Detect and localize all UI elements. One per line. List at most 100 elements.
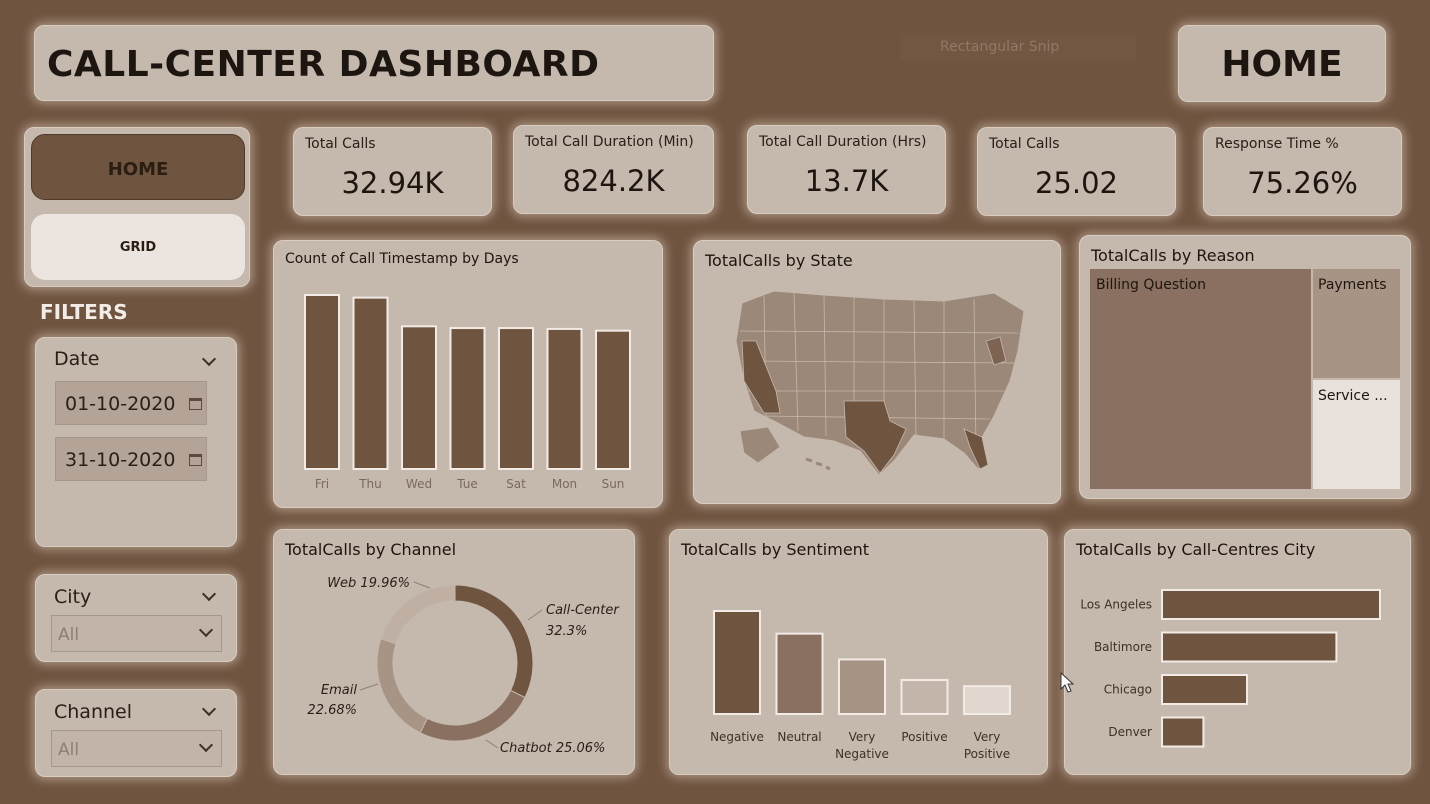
leader-line — [485, 739, 499, 749]
treemap-tile-billing[interactable]: Billing Question — [1090, 269, 1311, 489]
chart-title: TotalCalls by Reason — [1091, 246, 1255, 265]
channel-donut-card: TotalCalls by Channel Call-Center 32.3% Ch… — [273, 529, 635, 775]
donut-slice[interactable] — [376, 638, 429, 734]
calendar-icon[interactable] — [189, 454, 202, 466]
bar[interactable] — [595, 329, 631, 470]
tick-label: Neutral — [777, 730, 821, 744]
tick-label: Baltimore — [1094, 640, 1152, 654]
bar[interactable] — [963, 685, 1011, 716]
leader-line — [527, 609, 543, 621]
tick-label: Wed — [406, 477, 432, 491]
treemap-label: Service ... — [1318, 388, 1388, 404]
treemap-tile-payments[interactable]: Payments — [1313, 269, 1400, 378]
days-bar-chart: Fri Thu Wed Tue Sat Mon Sun — [304, 294, 631, 491]
data-label: Web 19.96% — [327, 576, 410, 591]
leader-line — [413, 581, 431, 589]
bar[interactable] — [304, 294, 340, 470]
donut-slice[interactable] — [419, 689, 526, 742]
leader-line — [359, 683, 379, 691]
city-dropdown[interactable]: All — [51, 615, 222, 652]
state-map-card: TotalCalls by State — [693, 240, 1061, 504]
tick-label: Denver — [1108, 725, 1152, 739]
city-bar-chart: Los Angeles Baltimore Chicago Denver — [1080, 589, 1381, 748]
channel-slicer: Channel All — [35, 689, 237, 777]
mouse-cursor-icon — [1060, 672, 1075, 693]
data-label: Call-Center — [546, 603, 620, 618]
chart-title: TotalCalls by Channel — [285, 540, 457, 559]
bar[interactable] — [838, 658, 886, 716]
days-chart-card: Count of Call Timestamp by Days Fri Thu We… — [273, 240, 663, 508]
us-state-map[interactable] — [694, 241, 1062, 505]
kpi-value: 824.2K — [562, 164, 665, 198]
bar[interactable] — [900, 679, 949, 715]
end-date-input[interactable]: 31-10-2020 — [55, 437, 207, 481]
chart-title: Count of Call Timestamp by Days — [285, 251, 519, 267]
city-slicer: City All — [35, 574, 237, 662]
kpi-label: Total Call Duration (Hrs) — [759, 134, 927, 150]
tick-label: Los Angeles — [1080, 598, 1152, 612]
chevron-down-icon[interactable] — [198, 737, 214, 753]
tick-label: Positive — [901, 730, 947, 744]
tick-label: Positive — [964, 747, 1010, 761]
bar[interactable] — [1161, 674, 1249, 705]
sentiment-bar-chart: Negative Neutral Very Negative Positive Very P… — [710, 610, 1011, 761]
channel-donut-chart: Call-Center 32.3% Chatbot 25.06% Email 22.68… — [307, 576, 620, 756]
start-date-input[interactable]: 01-10-2020 — [55, 381, 207, 425]
city-chart-card: TotalCalls by Call-Centres City Los Ange… — [1064, 529, 1411, 775]
calendar-icon[interactable] — [189, 398, 202, 410]
kpi-label: Response Time % — [1215, 136, 1339, 152]
tick-label: Thu — [358, 477, 382, 491]
bar[interactable] — [401, 325, 437, 470]
tick-label: Fri — [315, 477, 329, 491]
channel-dropdown[interactable]: All — [51, 730, 222, 767]
bar[interactable] — [713, 610, 761, 715]
kpi-label: Total Calls — [305, 136, 376, 152]
tick-label: Very — [974, 730, 1001, 744]
chevron-down-icon[interactable] — [198, 622, 214, 638]
chevron-down-icon[interactable] — [201, 351, 217, 367]
page-title: CALL-CENTER DASHBOARD — [47, 44, 600, 85]
kpi-value: 75.26% — [1247, 166, 1358, 200]
bar[interactable] — [1161, 631, 1338, 663]
kpi-value: 13.7K — [804, 164, 889, 198]
home-button[interactable]: HOME — [31, 134, 245, 200]
title-card: CALL-CENTER DASHBOARD — [34, 25, 714, 101]
chevron-down-icon[interactable] — [201, 586, 217, 602]
chevron-down-icon[interactable] — [201, 701, 217, 717]
kpi-label: Total Call Duration (Min) — [525, 134, 694, 150]
reason-treemap-card: TotalCalls by Reason Billing Question Pa… — [1079, 235, 1411, 499]
filters-heading: FILTERS — [40, 300, 128, 324]
treemap-tile-service[interactable]: Service ... — [1313, 380, 1400, 489]
kpi-label: Total Calls — [989, 136, 1060, 152]
bar[interactable] — [775, 632, 824, 715]
kpi-duration-hrs: Total Call Duration (Hrs) 13.7K — [747, 125, 946, 214]
chart-title: TotalCalls by Sentiment — [681, 540, 870, 559]
chart-title: TotalCalls by State — [705, 251, 853, 270]
chart-title: TotalCalls by Call-Centres City — [1076, 540, 1316, 559]
kpi-response-time: Response Time % 75.26% — [1203, 127, 1402, 216]
bar[interactable] — [546, 327, 583, 471]
rectangular-snip-overlay: Rectangular Snip — [900, 33, 1136, 61]
donut-slice[interactable] — [380, 584, 456, 645]
bar[interactable] — [352, 296, 389, 470]
city-slicer-label: City — [54, 586, 92, 608]
treemap-label: Payments — [1318, 277, 1387, 293]
bar[interactable] — [1161, 589, 1381, 620]
date-slicer-label: Date — [54, 348, 100, 370]
data-label: 32.3% — [546, 624, 587, 639]
bar[interactable] — [1161, 716, 1205, 748]
tick-label: Sat — [506, 477, 526, 491]
tick-label: Negative — [835, 747, 889, 761]
bar[interactable] — [449, 327, 486, 470]
kpi-total-calls-2: Total Calls 25.02 — [977, 127, 1176, 216]
grid-button[interactable]: GRID — [31, 214, 245, 280]
donut-slice[interactable] — [454, 584, 534, 699]
start-date-value: 01-10-2020 — [65, 393, 176, 415]
kpi-value: 25.02 — [1034, 166, 1119, 200]
bar[interactable] — [498, 327, 534, 470]
tick-label: Mon — [552, 477, 577, 491]
data-label: Email — [321, 683, 357, 698]
tick-label: Very — [849, 730, 876, 744]
sentiment-chart-card: TotalCalls by Sentiment Negative Neutral V… — [669, 529, 1048, 775]
channel-slicer-label: Channel — [54, 701, 133, 723]
